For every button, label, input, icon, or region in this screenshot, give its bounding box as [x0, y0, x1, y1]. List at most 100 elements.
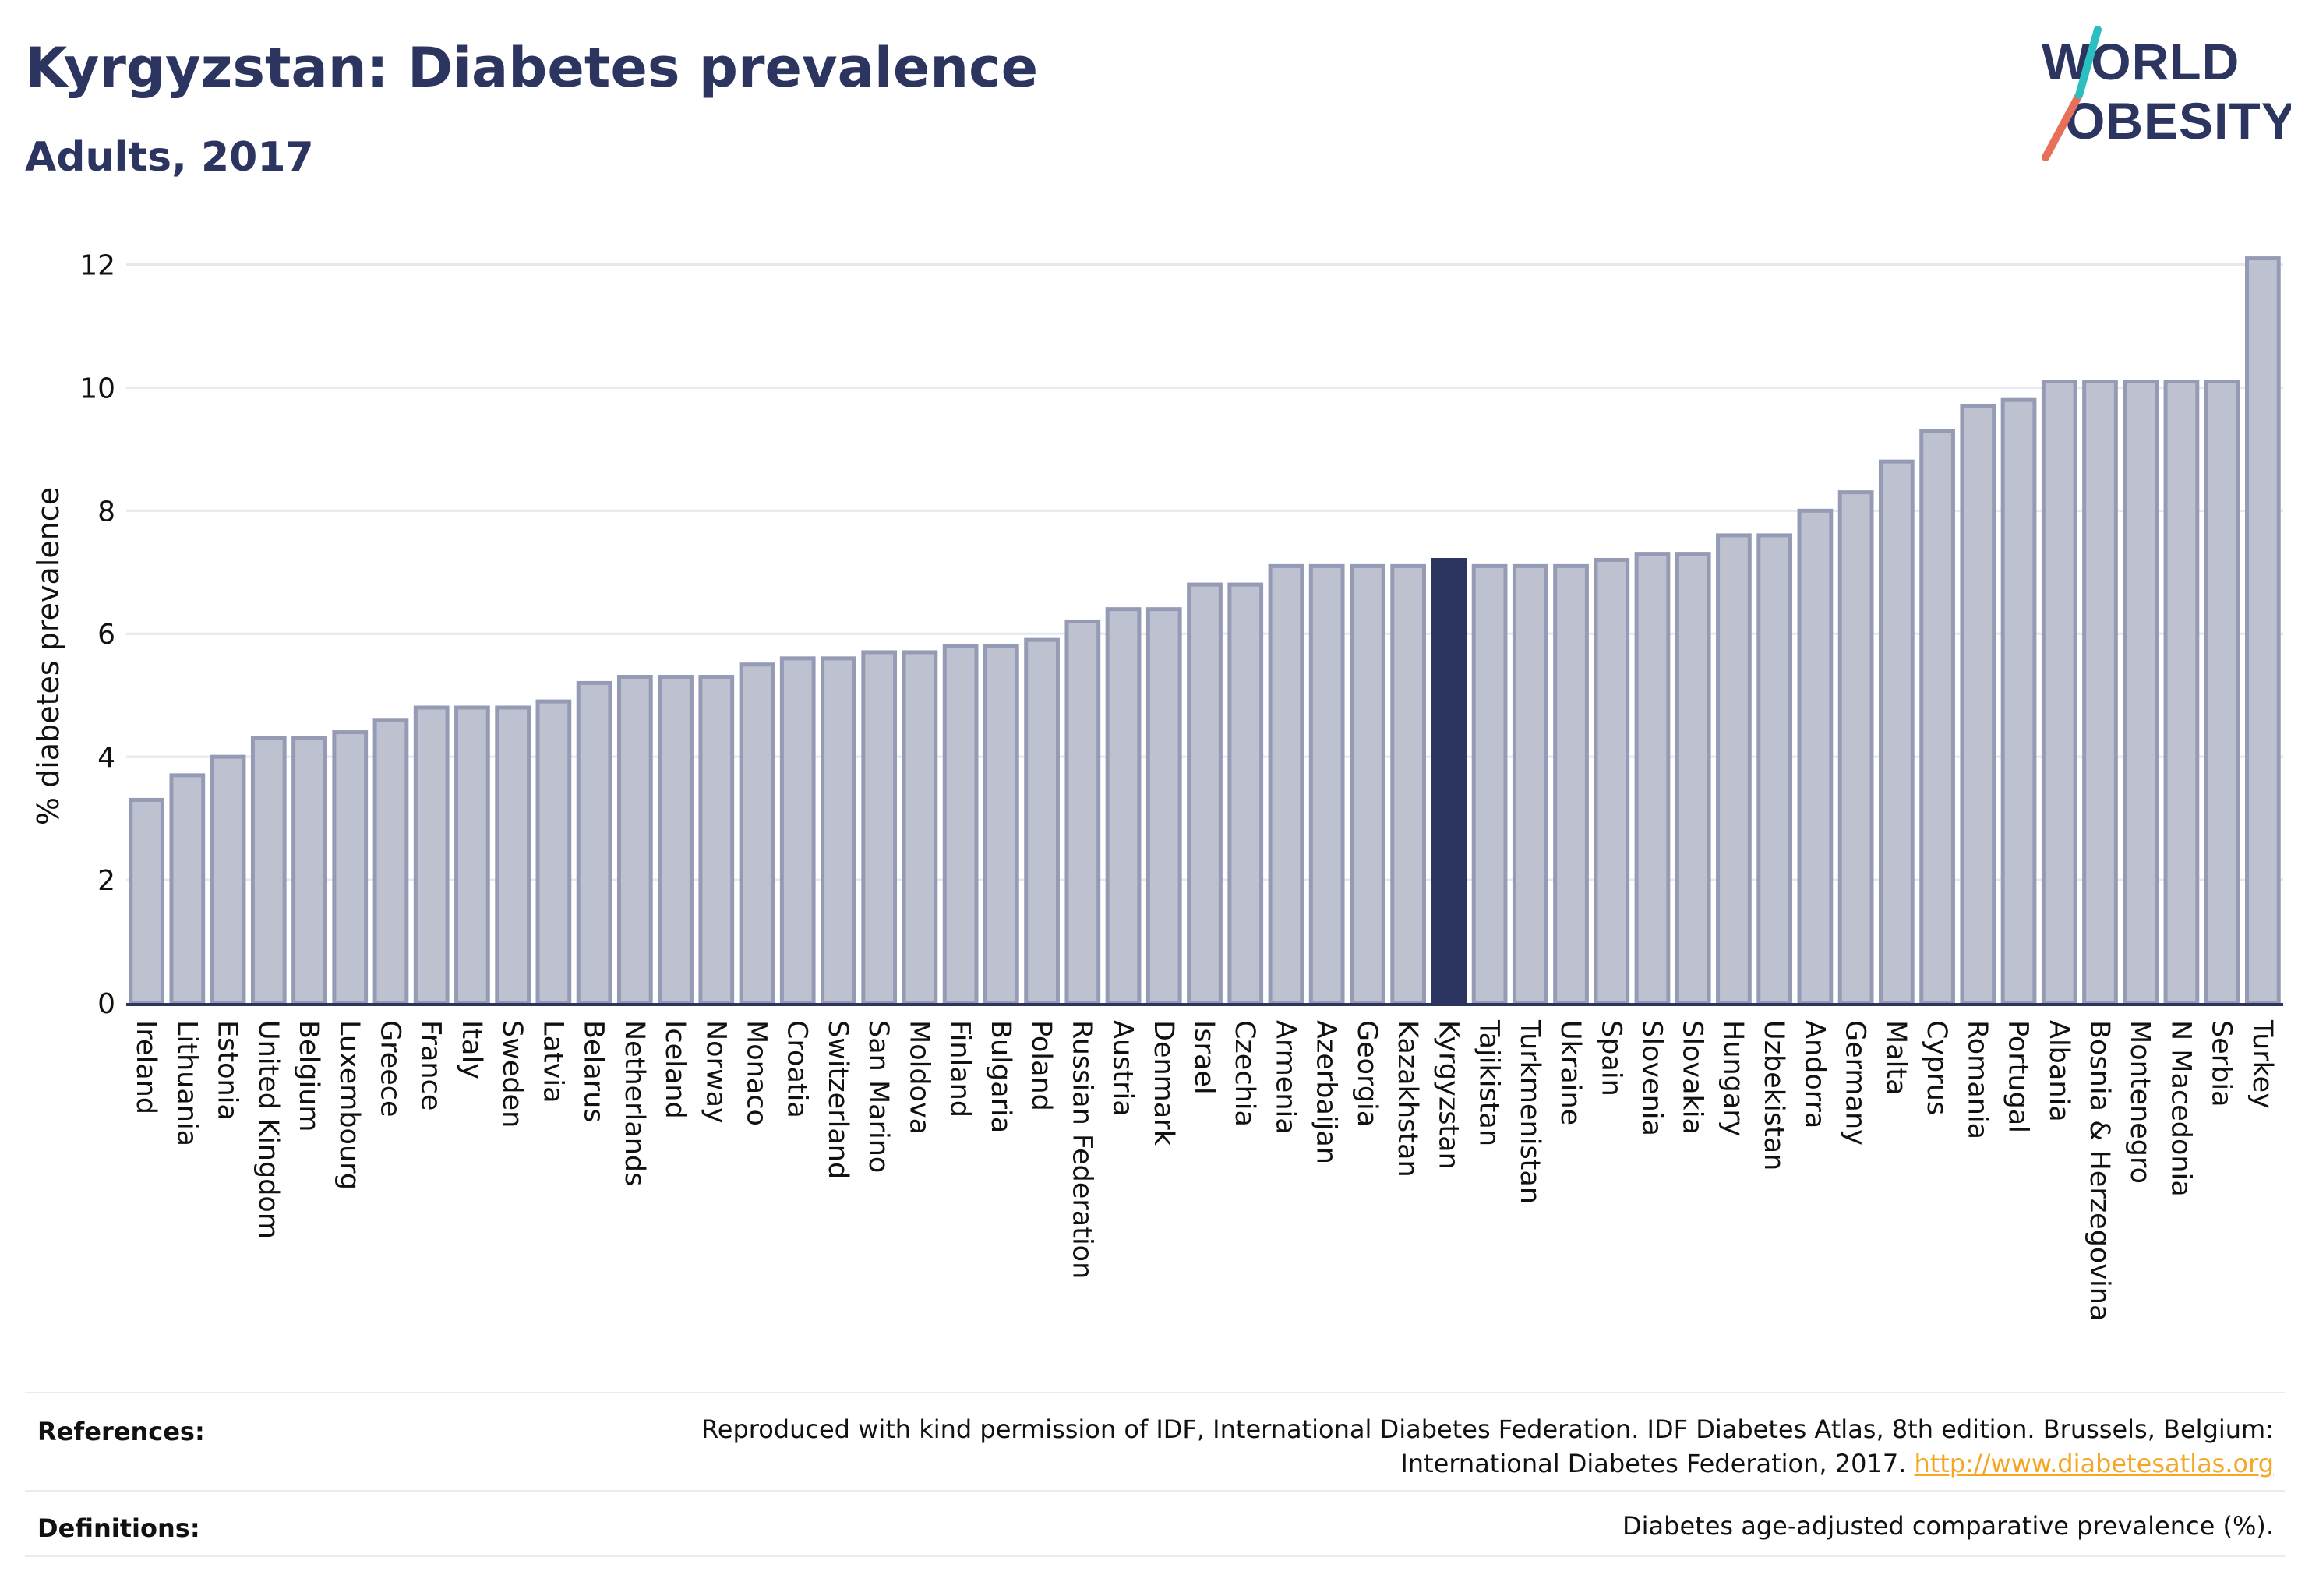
bar-denmark — [1145, 607, 1182, 1005]
x-tick-label: Moldova — [903, 1020, 934, 1135]
x-tick-label: France — [415, 1020, 447, 1110]
x-tick-label: Malta — [1880, 1020, 1911, 1096]
bar-romania — [1960, 404, 1996, 1005]
y-tick-label: 12 — [79, 249, 115, 281]
y-tick-label: 10 — [79, 373, 115, 404]
x-tick-label: Hungary — [1717, 1020, 1749, 1136]
y-tick-label: 8 — [97, 496, 115, 528]
bar-austria — [1105, 607, 1142, 1005]
bar-n-macedonia — [2163, 380, 2200, 1005]
bar-turkey — [2245, 256, 2281, 1005]
bar-greece — [372, 718, 409, 1005]
bar-norway — [698, 675, 735, 1005]
y-axis-ticks: 0 2 4 6 8 10 12 — [79, 249, 115, 1020]
y-axis-label-wrap: % diabetes prevalence — [31, 487, 65, 825]
x-tick-label: Iceland — [659, 1020, 690, 1119]
svg-text:OBESITY: OBESITY — [2065, 92, 2291, 150]
x-tick-label: Belarus — [578, 1020, 609, 1123]
bar-luxembourg — [332, 730, 369, 1005]
x-tick-label: Lithuania — [171, 1020, 202, 1146]
bar-bulgaria — [983, 644, 1019, 1005]
bar-united-kingdom — [250, 736, 287, 1005]
bar-finland — [942, 644, 979, 1005]
bar-switzerland — [821, 656, 856, 1005]
bar-albania — [2041, 380, 2077, 1005]
x-tick-label: Croatia — [782, 1020, 813, 1118]
svg-text:WORLD: WORLD — [2042, 33, 2240, 90]
x-tick-label: Romania — [1961, 1020, 1993, 1139]
x-tick-label: Ireland — [130, 1020, 161, 1114]
x-tick-label: Greece — [374, 1020, 405, 1118]
x-tick-label: Montenegro — [2124, 1020, 2155, 1184]
x-tick-label: Portugal — [2003, 1020, 2034, 1133]
bar-netherlands — [616, 675, 653, 1005]
x-tick-label: Ukraine — [1555, 1020, 1586, 1125]
bar-iceland — [658, 675, 694, 1005]
x-tick-label: Netherlands — [619, 1020, 650, 1186]
x-tick-label: Monaco — [741, 1020, 772, 1126]
x-tick-label: Italy — [456, 1020, 487, 1079]
x-tick-label: Russian Federation — [1066, 1020, 1097, 1279]
bar-belgium — [291, 736, 327, 1005]
definitions-label: Definitions: — [37, 1513, 200, 1543]
x-tick-label: Bosnia & Herzegovina — [2084, 1020, 2115, 1321]
bar-czechia — [1227, 582, 1264, 1005]
page-title: Kyrgyzstan: Diabetes prevalence — [25, 36, 1039, 100]
definitions-text: Diabetes age-adjusted comparative preval… — [1622, 1511, 2274, 1541]
bar-ukraine — [1553, 563, 1589, 1005]
x-tick-label: Turkmenistan — [1514, 1019, 1545, 1204]
x-tick-label: Poland — [1025, 1020, 1057, 1111]
bar-bosnia-herzegovina — [2082, 380, 2118, 1005]
y-tick-label: 2 — [97, 865, 115, 897]
bar-sweden — [495, 705, 531, 1005]
bar-slovenia — [1634, 552, 1671, 1005]
x-tick-label: Andorra — [1798, 1020, 1830, 1128]
x-tick-label: Czechia — [1229, 1020, 1260, 1127]
x-tick-label: San Marino — [863, 1020, 894, 1173]
bars — [129, 256, 2281, 1005]
x-tick-label: Kyrgyzstan — [1432, 1020, 1463, 1170]
references-line2: International Diabetes Federation, 2017. — [1400, 1449, 1907, 1478]
x-tick-label: Cyprus — [1921, 1020, 1952, 1115]
bar-malta — [1878, 459, 1915, 1005]
x-tick-label: Austria — [1107, 1020, 1138, 1117]
x-tick-label: Slovenia — [1636, 1020, 1667, 1136]
bar-azerbaijan — [1308, 563, 1345, 1005]
x-tick-label: Spain — [1595, 1020, 1626, 1096]
bar-andorra — [1797, 508, 1834, 1005]
x-tick-label: Latvia — [537, 1020, 568, 1103]
footer-divider-bottom — [25, 1555, 2285, 1557]
bar-cyprus — [1919, 429, 1955, 1005]
bar-estonia — [210, 754, 246, 1005]
x-tick-label: Germany — [1840, 1020, 1871, 1146]
y-tick-label: 0 — [97, 988, 115, 1020]
bar-monaco — [739, 662, 775, 1005]
x-tick-label: Kazakhstan — [1392, 1020, 1423, 1178]
x-tick-label: Uzbekistan — [1758, 1020, 1789, 1171]
bar-uzbekistan — [1756, 533, 1793, 1005]
x-tick-label: Bulgaria — [985, 1020, 1016, 1133]
bar-serbia — [2204, 380, 2240, 1005]
x-tick-label: Turkey — [2247, 1019, 2278, 1109]
y-axis-label: % diabetes prevalence — [31, 487, 65, 825]
footer-divider-middle — [25, 1490, 2285, 1492]
x-tick-label: Finland — [944, 1020, 976, 1118]
x-tick-label: Albania — [2043, 1020, 2074, 1122]
bar-armenia — [1268, 563, 1304, 1005]
bar-france — [413, 705, 450, 1005]
x-tick-label: Switzerland — [822, 1020, 853, 1179]
bar-lithuania — [169, 773, 206, 1005]
bar-moldova — [902, 650, 938, 1005]
references-line1: Reproduced with kind permission of IDF, … — [701, 1414, 2274, 1444]
bar-turkmenistan — [1512, 563, 1548, 1005]
bar-kazakhstan — [1390, 563, 1427, 1005]
x-tick-label: Serbia — [2206, 1020, 2237, 1107]
x-tick-label: Georgia — [1351, 1020, 1382, 1127]
bar-poland — [1024, 637, 1060, 1005]
references-link[interactable]: http://www.diabetesatlas.org — [1914, 1449, 2274, 1478]
bar-chart: 0 2 4 6 8 10 12 Ireland Lithuania Estonia United … — [79, 249, 2283, 1321]
bar-germany — [1837, 490, 1874, 1005]
bar-slovakia — [1675, 552, 1711, 1005]
y-tick-label: 6 — [97, 619, 115, 651]
bar-latvia — [535, 699, 572, 1005]
